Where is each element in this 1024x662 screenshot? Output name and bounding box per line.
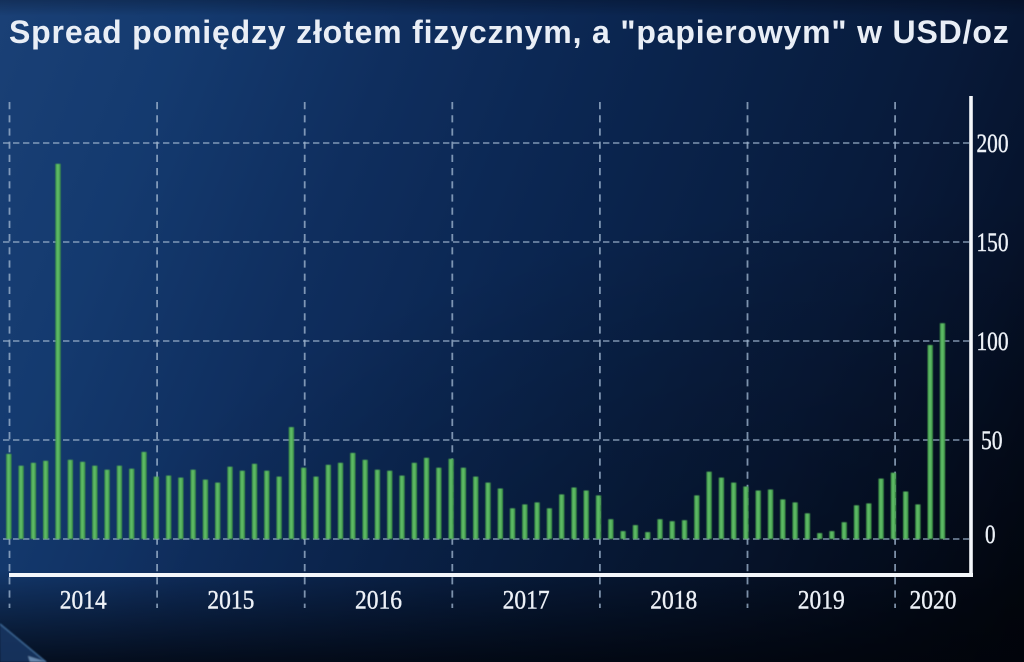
- svg-text:200: 200: [977, 129, 1009, 158]
- svg-text:100: 100: [977, 327, 1009, 356]
- svg-text:2016: 2016: [355, 586, 402, 615]
- svg-text:2018: 2018: [650, 586, 697, 615]
- svg-text:50: 50: [981, 426, 1003, 455]
- svg-text:2017: 2017: [503, 586, 550, 615]
- svg-text:150: 150: [977, 228, 1009, 257]
- svg-text:2019: 2019: [798, 586, 845, 615]
- svg-text:2015: 2015: [207, 586, 254, 615]
- svg-text:0: 0: [985, 520, 996, 549]
- svg-text:2014: 2014: [60, 586, 107, 615]
- svg-text:2020: 2020: [910, 586, 957, 615]
